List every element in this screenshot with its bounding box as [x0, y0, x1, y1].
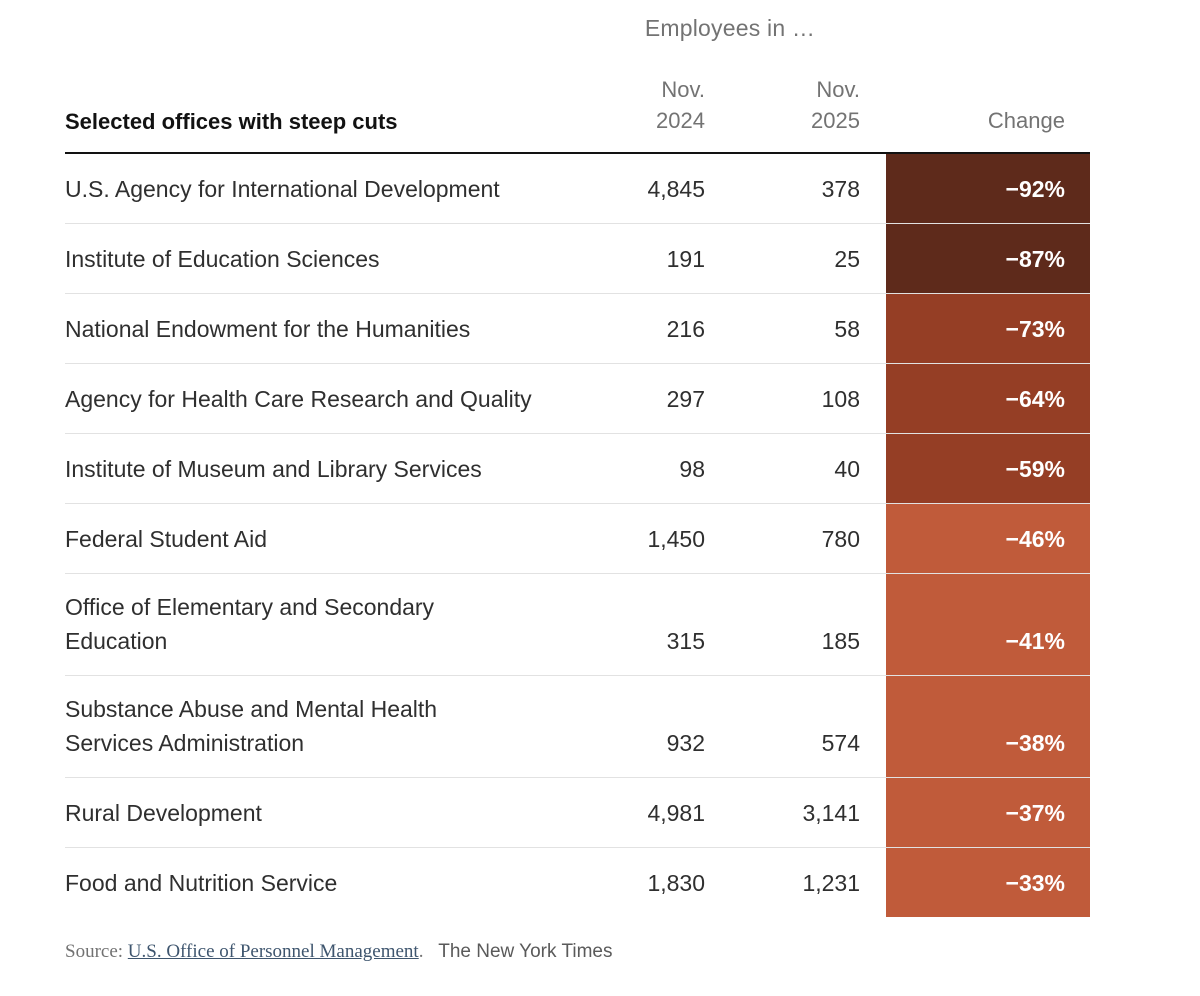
column-header-nov-2025: Nov. 2025	[705, 74, 860, 136]
office-name: Office of Elementary and Secondary Educat…	[65, 594, 435, 654]
change-cell: −87%	[886, 224, 1090, 293]
column-header-change: Change	[987, 108, 1065, 133]
credit: The New York Times	[438, 941, 613, 962]
column-header-nov-2025-line2: 2025	[811, 108, 860, 133]
change-cell-container: −73%	[860, 294, 1090, 363]
nov-2024-value: 4,981	[647, 800, 705, 826]
table-row: Office of Elementary and Secondary Educat…	[65, 573, 1090, 675]
office-name: Food and Nutrition Service	[65, 870, 338, 896]
table-row: Institute of Museum and Library Services…	[65, 433, 1090, 503]
nov-2024-value: 1,830	[647, 870, 705, 896]
cuts-table: Employees in … Selected offices with ste…	[65, 0, 1090, 963]
table-body: U.S. Agency for International Developmen…	[65, 154, 1090, 917]
nov-2025-value: 378	[821, 176, 860, 202]
change-cell-container: −92%	[860, 154, 1090, 223]
nov-2024-value: 315	[666, 628, 705, 654]
table-row: Rural Development 4,981 3,141 −37%	[65, 777, 1090, 847]
change-cell: −33%	[886, 848, 1090, 917]
table-header-row: Selected offices with steep cuts Nov. 20…	[65, 0, 1090, 154]
source-prefix: Source:	[65, 941, 124, 962]
nov-2025-value: 1,231	[802, 870, 860, 896]
change-cell: −73%	[886, 294, 1090, 363]
change-cell-container: −37%	[860, 778, 1090, 847]
super-header: Employees in …	[644, 15, 816, 41]
change-cell-container: −64%	[860, 364, 1090, 433]
office-name: U.S. Agency for International Developmen…	[65, 176, 500, 202]
column-header-offices: Selected offices with steep cuts	[65, 109, 398, 134]
nov-2025-value: 574	[821, 730, 860, 756]
office-name: National Endowment for the Humanities	[65, 316, 471, 342]
change-cell: −41%	[886, 574, 1090, 675]
source-suffix: .	[418, 941, 424, 962]
office-name: Institute of Education Sciences	[65, 246, 380, 272]
table-row: Institute of Education Sciences 191 25 −87%	[65, 223, 1090, 293]
table-row: Food and Nutrition Service 1,830 1,231 −33%	[65, 847, 1090, 917]
column-header-nov-2024-line1: Nov.	[661, 77, 705, 102]
change-cell: −38%	[886, 676, 1090, 777]
nov-2025-value: 58	[834, 316, 860, 342]
source-link[interactable]: U.S. Office of Personnel Management	[127, 941, 419, 962]
nov-2024-value: 297	[666, 386, 705, 412]
change-cell-container: −46%	[860, 504, 1090, 573]
nov-2024-value: 4,845	[647, 176, 705, 202]
office-name: Rural Development	[65, 800, 262, 826]
nov-2025-value: 108	[821, 386, 860, 412]
change-cell: −59%	[886, 434, 1090, 503]
office-name: Agency for Health Care Research and Qual…	[65, 386, 532, 412]
nov-2024-value: 932	[666, 730, 705, 756]
change-cell: −46%	[886, 504, 1090, 573]
nov-2025-value: 780	[821, 526, 860, 552]
nov-2025-value: 3,141	[802, 800, 860, 826]
column-header-nov-2024-line2: 2024	[656, 108, 705, 133]
change-cell: −37%	[886, 778, 1090, 847]
change-cell: −64%	[886, 364, 1090, 433]
nov-2024-value: 98	[679, 456, 705, 482]
nov-2024-value: 216	[666, 316, 705, 342]
nov-2025-value: 40	[834, 456, 860, 482]
change-cell-container: −87%	[860, 224, 1090, 293]
table-row: Federal Student Aid 1,450 780 −46%	[65, 503, 1090, 573]
office-name: Substance Abuse and Mental Health Service…	[65, 696, 438, 756]
nov-2024-value: 1,450	[647, 526, 705, 552]
change-cell-container: −38%	[860, 676, 1090, 777]
change-cell-container: −41%	[860, 574, 1090, 675]
change-cell-container: −33%	[860, 848, 1090, 917]
column-header-nov-2025-line1: Nov.	[816, 77, 860, 102]
change-cell-container: −59%	[860, 434, 1090, 503]
nov-2025-value: 25	[834, 246, 860, 272]
nov-2025-value: 185	[821, 628, 860, 654]
table-row: National Endowment for the Humanities 216…	[65, 293, 1090, 363]
change-cell: −92%	[886, 154, 1090, 223]
nov-2024-value: 191	[666, 246, 705, 272]
table-row: U.S. Agency for International Developmen…	[65, 154, 1090, 223]
table-row: Substance Abuse and Mental Health Service…	[65, 675, 1090, 777]
office-name: Institute of Museum and Library Services	[65, 456, 482, 482]
source-line: Source: U.S. Office of Personnel Managem…	[65, 941, 1090, 963]
column-header-nov-2024: Nov. 2024	[515, 74, 705, 136]
table-row: Agency for Health Care Research and Qual…	[65, 363, 1090, 433]
office-name: Federal Student Aid	[65, 526, 268, 552]
